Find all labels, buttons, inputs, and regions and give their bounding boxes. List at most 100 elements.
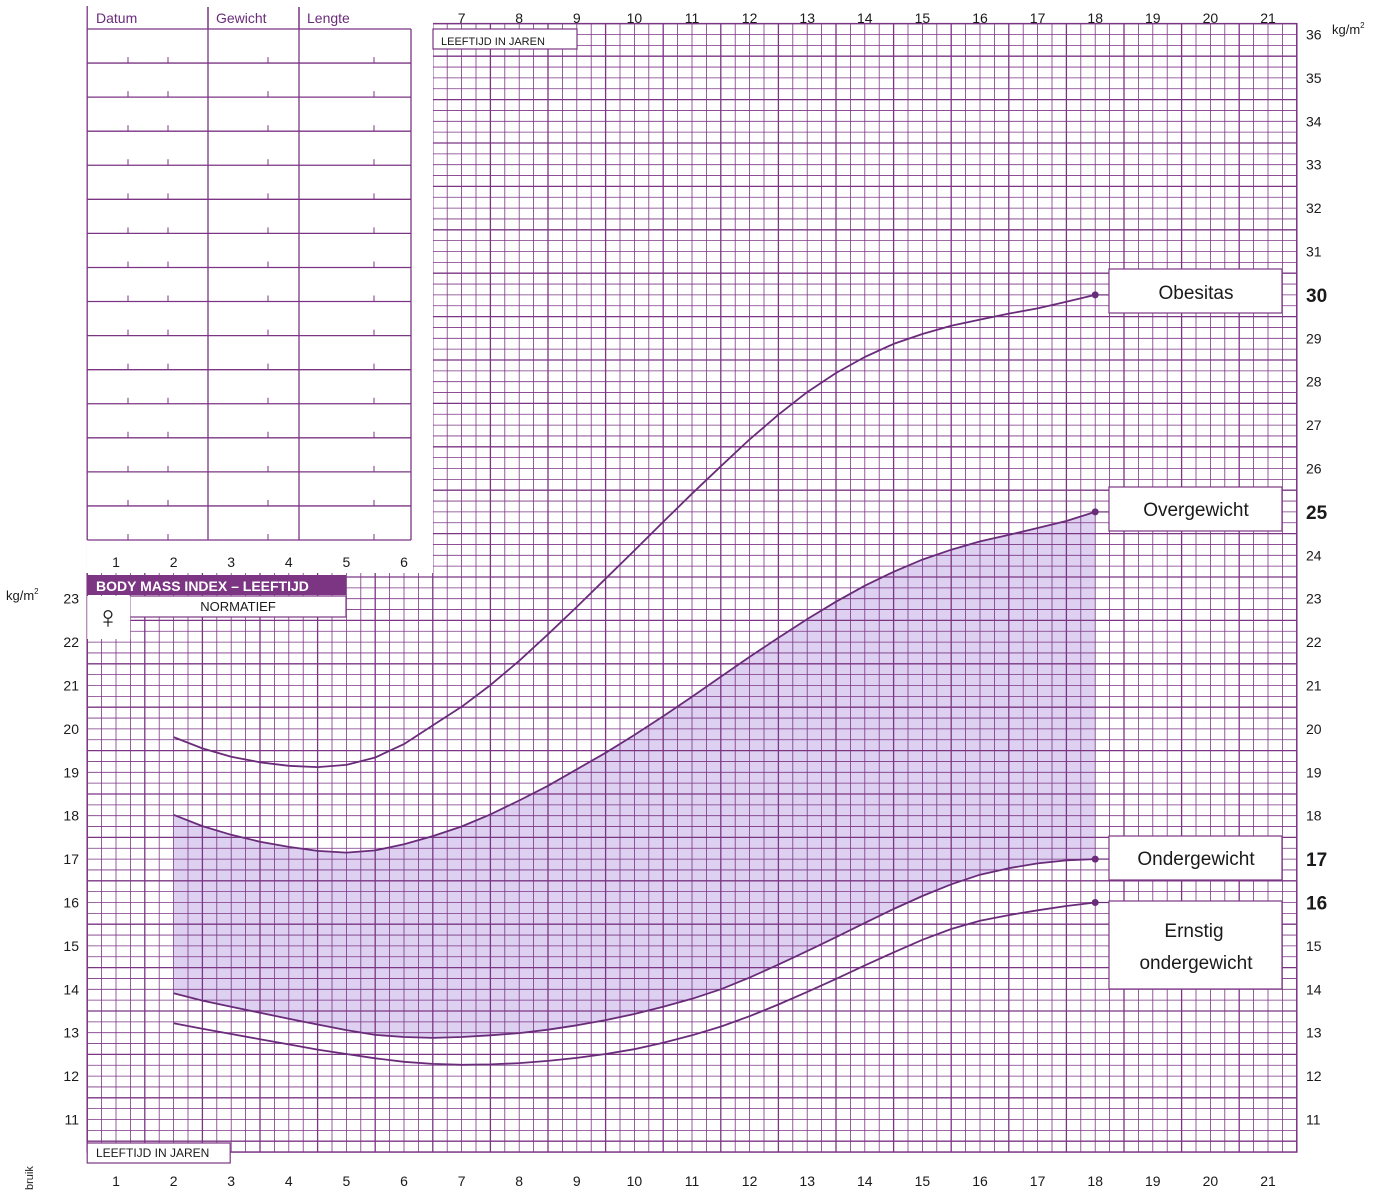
- y-tick-left: 13: [63, 1025, 79, 1041]
- x-tick-bottom: 12: [742, 1173, 758, 1189]
- margin-text: bruik: [24, 1166, 36, 1190]
- x-tick-bottom: 6: [400, 1173, 408, 1189]
- y-tick-right: 24: [1306, 547, 1322, 563]
- category-label-box: [1108, 268, 1283, 314]
- x-tick-bottom: 20: [1203, 1173, 1219, 1189]
- record-table-header-bg: [87, 0, 433, 29]
- y-tick-right: 15: [1306, 938, 1322, 954]
- label-obesitas: Obesitas: [1159, 283, 1234, 304]
- x-tick-bottom: 4: [285, 1173, 293, 1189]
- x-tick-bottom: 10: [627, 1173, 643, 1189]
- y-tick-right-bold: 16: [1306, 894, 1327, 915]
- y-tick-right: 29: [1306, 330, 1322, 346]
- chart-title-bg: [87, 575, 347, 595]
- x-tick-bottom: 5: [343, 1173, 351, 1189]
- y-tick-left: 11: [64, 1112, 79, 1128]
- x-tick-bottom: 11: [685, 1173, 700, 1189]
- chart-text: Datum Gewicht Lengte BODY MASS INDEX – L…: [6, 10, 1365, 1190]
- female-symbol-icon: ♀: [96, 599, 120, 635]
- x-tick-top: 13: [799, 10, 815, 26]
- y-tick-right: 14: [1306, 981, 1322, 997]
- curve-ondergewicht: [173, 858, 1096, 1039]
- x-tick-top: 10: [627, 10, 643, 26]
- xlabel-top: LEEFTIJD IN JAREN: [441, 36, 545, 48]
- x-tick-bottom: 3: [227, 1173, 235, 1189]
- x-tick-table: 4: [285, 554, 293, 570]
- y-tick-left: 14: [63, 981, 79, 997]
- y-tick-right: 26: [1306, 461, 1322, 477]
- x-tick-top: 7: [458, 10, 466, 26]
- y-tick-left: 12: [63, 1068, 79, 1084]
- x-tick-top: 14: [857, 10, 873, 26]
- label-ernstig-2: ondergewicht: [1139, 953, 1253, 974]
- y-tick-right: 18: [1306, 808, 1322, 824]
- category-label-box: [1108, 900, 1283, 990]
- y-tick-right: 36: [1306, 27, 1322, 43]
- category-label-box: [1108, 835, 1283, 881]
- x-tick-table: 3: [227, 554, 235, 570]
- chart-subtitle: NORMATIEF: [200, 599, 276, 614]
- x-tick-bottom: 1: [112, 1173, 120, 1189]
- x-tick-top: 11: [685, 10, 700, 26]
- table-header-datum: Datum: [96, 10, 137, 26]
- x-tick-bottom: 16: [972, 1173, 988, 1189]
- x-tick-bottom: 8: [515, 1173, 523, 1189]
- y-tick-right: 34: [1306, 113, 1322, 129]
- record-table-bg: [86, 0, 433, 573]
- reference-curves: [173, 291, 1109, 1066]
- xlabel-top-box: [432, 28, 578, 50]
- y-tick-right: 31: [1306, 244, 1322, 260]
- x-tick-bottom: 17: [1030, 1173, 1046, 1189]
- y-tick-left: 18: [63, 808, 79, 824]
- female-symbol-bg: [87, 596, 131, 639]
- curve-overgewicht: [173, 511, 1096, 854]
- x-tick-bottom: 13: [799, 1173, 815, 1189]
- category-label-box: [1108, 486, 1283, 532]
- x-tick-bottom: 2: [170, 1173, 178, 1189]
- y-tick-right: 20: [1306, 721, 1322, 737]
- xlabel-bottom: LEEFTIJD IN JAREN: [96, 1146, 209, 1160]
- y-tick-right-bold: 30: [1306, 286, 1327, 307]
- x-tick-top: 8: [515, 10, 523, 26]
- x-tick-bottom: 7: [458, 1173, 466, 1189]
- y-tick-right-bold: 17: [1306, 850, 1327, 871]
- y-tick-right: 33: [1306, 157, 1322, 173]
- label-ondergewicht: Ondergewicht: [1137, 849, 1255, 870]
- x-tick-table: 6: [400, 554, 408, 570]
- x-tick-top: 17: [1030, 10, 1046, 26]
- y-tick-right: 23: [1306, 591, 1322, 607]
- x-tick-bottom: 21: [1260, 1173, 1276, 1189]
- y-tick-left: 15: [63, 938, 79, 954]
- x-tick-top: 9: [573, 10, 581, 26]
- y-tick-right: 35: [1306, 70, 1322, 86]
- x-tick-top: 21: [1260, 10, 1276, 26]
- ylabel-right: kg/m2: [1332, 21, 1365, 37]
- y-tick-right: 13: [1306, 1025, 1322, 1041]
- y-tick-right: 27: [1306, 417, 1322, 433]
- xlabel-bottom-box: [86, 1142, 231, 1164]
- y-tick-right: 19: [1306, 764, 1322, 780]
- x-tick-top: 18: [1087, 10, 1103, 26]
- x-tick-bottom: 19: [1145, 1173, 1161, 1189]
- table-header-lengte: Lengte: [307, 10, 350, 26]
- x-tick-top: 19: [1145, 10, 1161, 26]
- y-tick-left: 16: [63, 895, 79, 911]
- y-tick-left: 23: [63, 591, 79, 607]
- y-tick-left: 19: [63, 764, 79, 780]
- y-tick-left: 17: [63, 851, 79, 867]
- x-tick-bottom: 9: [573, 1173, 581, 1189]
- x-tick-table: 1: [112, 554, 120, 570]
- y-tick-left: 22: [63, 634, 79, 650]
- table-header-gewicht: Gewicht: [216, 10, 267, 26]
- y-tick-right: 12: [1306, 1068, 1322, 1084]
- x-tick-top: 16: [972, 10, 988, 26]
- chart-title: BODY MASS INDEX – LEEFTIJD: [96, 578, 309, 594]
- curve-obesitas: [173, 294, 1096, 768]
- y-tick-right: 22: [1306, 634, 1322, 650]
- x-tick-top: 20: [1203, 10, 1219, 26]
- x-tick-bottom: 18: [1087, 1173, 1103, 1189]
- x-tick-bottom: 14: [857, 1173, 873, 1189]
- ylabel-left: kg/m2: [6, 587, 39, 603]
- curve-ernstig-ondergewicht: [173, 901, 1096, 1066]
